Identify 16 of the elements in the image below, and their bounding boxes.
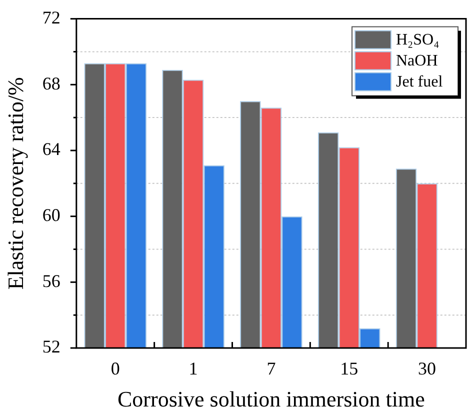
y-tick-label: 64 xyxy=(42,139,60,160)
y-axis-title: Elastic recovery ratio/% xyxy=(2,77,28,290)
y-tick-label: 68 xyxy=(42,73,60,94)
y-tick-label: 72 xyxy=(42,8,60,28)
y-tick-label: 56 xyxy=(42,270,60,291)
x-tick-label: 30 xyxy=(418,358,436,379)
legend-label: H₂SO₄ xyxy=(396,32,440,49)
x-tick-label: 1 xyxy=(188,358,198,379)
y-tick-label: 52 xyxy=(42,336,60,357)
x-tick-label: 15 xyxy=(340,358,358,379)
legend-label: NaOH xyxy=(396,52,438,70)
y-tick-label: 60 xyxy=(42,205,60,226)
legend-label: Jet fuel xyxy=(396,74,444,91)
x-tick-label: 0 xyxy=(110,358,120,379)
x-axis-title: Corrosive solution immersion time xyxy=(118,386,425,412)
x-tick-label: 7 xyxy=(266,358,276,379)
